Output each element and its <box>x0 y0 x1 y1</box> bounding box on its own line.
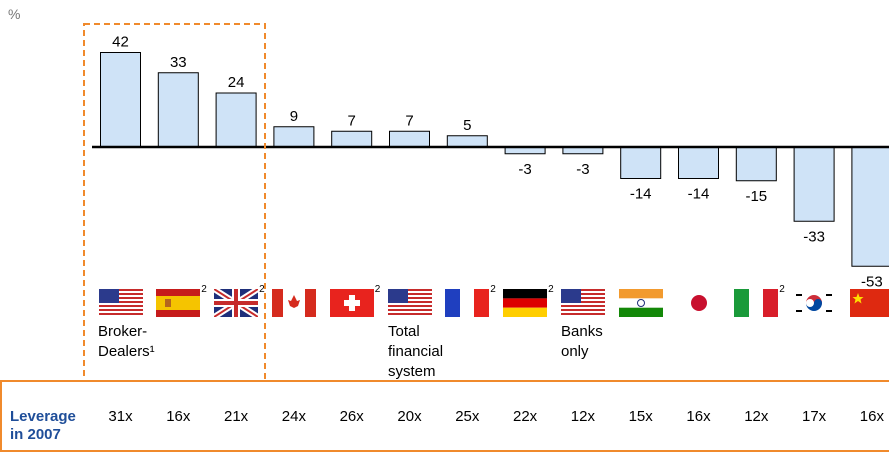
footnote-marker: 2 <box>490 284 496 295</box>
leverage-value-3: 24x <box>281 408 306 425</box>
leverage-value-9: 15x <box>628 408 653 425</box>
label-total-financial-system: Total financial system <box>388 323 444 380</box>
value-label-7: -3 <box>518 161 531 178</box>
bar-0 <box>100 52 141 148</box>
footnote-marker: 2 <box>201 284 207 295</box>
value-label-8: -3 <box>576 161 589 178</box>
leverage-value-7: 22x <box>513 408 538 425</box>
leverage-value-2: 21x <box>224 408 249 425</box>
leverage-value-1: 16x <box>166 408 191 425</box>
leverage-value-0: 31x <box>108 408 133 425</box>
flag-es-icon <box>156 289 201 317</box>
leverage-value-5: 20x <box>397 408 422 425</box>
value-label-12: -33 <box>803 228 825 245</box>
leverage-value-13: 16x <box>859 408 884 425</box>
label-banks-only: Banks only <box>561 323 603 360</box>
flag-it-icon <box>734 289 779 317</box>
value-label-9: -14 <box>630 186 652 203</box>
leverage-value-10: 16x <box>686 408 711 425</box>
flag-us-icon <box>387 289 432 317</box>
footnote-marker: 2 <box>779 284 785 295</box>
bar-13 <box>851 146 889 267</box>
bar-5 <box>389 130 430 148</box>
flag-cn-icon <box>849 289 889 317</box>
flag-de-icon <box>503 289 548 317</box>
bar-6 <box>446 135 488 148</box>
value-label-11: -15 <box>745 188 767 205</box>
bar-11 <box>735 146 777 182</box>
flag-us-icon <box>560 289 605 317</box>
value-label-4: 7 <box>348 112 356 129</box>
value-label-10: -14 <box>688 186 710 203</box>
value-label-5: 7 <box>405 112 413 129</box>
leverage-value-11: 12x <box>744 408 769 425</box>
bar-2 <box>215 92 257 148</box>
bar-4 <box>331 130 373 148</box>
value-label-13: -53 <box>861 273 883 290</box>
value-label-3: 9 <box>290 108 298 125</box>
footnote-marker: 2 <box>548 284 554 295</box>
flag-jp-icon <box>676 289 721 317</box>
bar-12 <box>793 146 835 222</box>
flag-ca-icon <box>271 289 316 317</box>
bar-3 <box>273 126 315 148</box>
flag-fr-icon <box>445 289 490 317</box>
bar-9 <box>620 146 662 179</box>
flag-us-icon <box>98 289 143 317</box>
value-label-2: 24 <box>228 74 245 91</box>
flag-gb-icon <box>214 289 259 317</box>
leverage-value-8: 12x <box>570 408 595 425</box>
unit-label: % <box>8 6 21 22</box>
flag-in-icon <box>618 289 663 317</box>
leverage-title: Leverage in 2007 <box>10 408 76 443</box>
value-label-1: 33 <box>170 54 187 71</box>
leverage-value-12: 17x <box>802 408 827 425</box>
bar-1 <box>157 72 199 148</box>
footnote-marker: 2 <box>259 284 265 295</box>
flag-ch-icon <box>329 289 374 317</box>
flag-kr-icon <box>792 289 837 317</box>
label-broker-dealers: Broker- Dealers¹ <box>98 323 155 360</box>
value-label-0: 42 <box>112 34 129 51</box>
bar-10 <box>678 146 719 179</box>
leverage-value-6: 25x <box>455 408 480 425</box>
value-label-6: 5 <box>463 117 471 134</box>
footnote-marker: 2 <box>374 284 381 295</box>
leverage-value-4: 26x <box>339 408 364 425</box>
leverage-box <box>0 380 889 452</box>
